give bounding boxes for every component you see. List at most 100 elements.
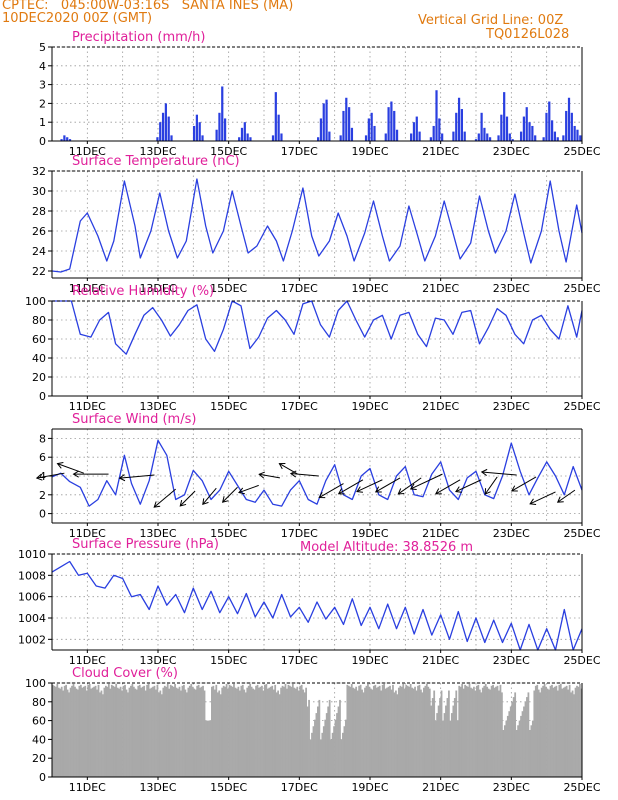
cloud-cover-bar bbox=[537, 689, 540, 777]
precip-bar bbox=[412, 122, 416, 141]
y-tick-label: 20 bbox=[32, 371, 46, 384]
cloud-cover-bar bbox=[448, 690, 450, 777]
cloud-cover-bar bbox=[255, 685, 257, 777]
cloud-cover-bar bbox=[177, 688, 179, 777]
precip-bar bbox=[432, 125, 435, 141]
cloud-cover-bar bbox=[244, 692, 247, 777]
x-tick-label: 13DEC bbox=[139, 145, 176, 158]
x-tick-label: 15DEC bbox=[210, 781, 247, 794]
x-tick-label: 23DEC bbox=[493, 282, 530, 295]
wind-arrowhead bbox=[56, 461, 64, 469]
cloud-cover-bar bbox=[205, 720, 207, 777]
x-tick-label: 17DEC bbox=[281, 145, 318, 158]
cloud-cover-bar bbox=[305, 687, 307, 777]
precip-bar bbox=[387, 107, 390, 141]
precip-bar bbox=[170, 135, 173, 141]
cloud-cover-bar bbox=[344, 719, 347, 777]
cloud-cover-bar bbox=[271, 685, 274, 777]
wind-vector bbox=[435, 479, 461, 495]
cloud-cover-bar bbox=[127, 692, 129, 777]
cloud-cover-bar bbox=[436, 713, 439, 777]
cloud-cover-bar bbox=[152, 686, 154, 777]
cloud-cover-bar bbox=[150, 687, 153, 777]
cloud-cover-bar bbox=[52, 684, 54, 777]
cloud-cover-bar bbox=[530, 725, 533, 777]
y-tick-label: 60 bbox=[32, 715, 46, 728]
precip-bar bbox=[201, 135, 204, 141]
cloud-cover-bar bbox=[224, 686, 227, 777]
cloud-cover-bar bbox=[455, 690, 458, 777]
x-tick-label: 11DEC bbox=[69, 654, 106, 667]
cloud-cover-bar bbox=[266, 688, 269, 777]
cloud-cover-bar bbox=[470, 687, 472, 777]
cloud-cover-bar bbox=[515, 730, 518, 777]
cloud-cover-bar bbox=[140, 687, 143, 777]
x-tick-label: 11DEC bbox=[69, 400, 106, 413]
cloud-cover-bar bbox=[188, 685, 191, 777]
series-line bbox=[51, 178, 583, 273]
cloud-cover-bar bbox=[512, 697, 515, 777]
cloud-cover-bar bbox=[439, 698, 441, 777]
wind-vector bbox=[398, 477, 422, 495]
cloud-cover-bar bbox=[122, 685, 125, 777]
precip-bar bbox=[198, 122, 201, 141]
cloud-cover-bar bbox=[143, 685, 146, 777]
precip-bar bbox=[195, 114, 198, 141]
cloud-cover-bar bbox=[246, 687, 249, 777]
precip-bar bbox=[339, 135, 342, 141]
precip-bar bbox=[455, 112, 458, 141]
precip-bar bbox=[435, 90, 438, 141]
panel-title: Surface Temperature (nC) bbox=[72, 154, 240, 169]
cloud-cover-bar bbox=[499, 684, 502, 777]
cloud-cover-bar bbox=[68, 692, 70, 777]
cloud-cover-bar bbox=[300, 684, 303, 777]
precip-bar bbox=[548, 101, 551, 141]
cloud-cover-bar bbox=[389, 685, 391, 777]
wind-arrowhead bbox=[118, 474, 126, 482]
cloud-cover-bar bbox=[390, 689, 393, 777]
y-tick-label: 4 bbox=[39, 60, 46, 73]
cloud-cover-bar bbox=[197, 684, 200, 777]
cloud-cover-bar bbox=[495, 686, 497, 777]
cloud-cover-bar bbox=[565, 685, 568, 777]
cloud-cover-bar bbox=[465, 685, 468, 777]
cloud-cover-bar bbox=[340, 739, 343, 777]
x-tick-label: 19DEC bbox=[351, 145, 388, 158]
cloud-cover-bar bbox=[484, 683, 487, 777]
cloud-cover-bar bbox=[243, 689, 246, 777]
precip-bar bbox=[497, 135, 500, 141]
x-tick-label: 25DEC bbox=[563, 400, 600, 413]
wind-arrowhead bbox=[238, 487, 245, 495]
x-tick-label: 23DEC bbox=[493, 400, 530, 413]
cloud-cover-bar bbox=[228, 684, 231, 777]
cloud-cover-bar bbox=[185, 692, 188, 777]
y-tick-label: 26 bbox=[32, 225, 46, 238]
y-tick-label: 20 bbox=[32, 752, 46, 765]
precip-bar bbox=[63, 135, 66, 141]
cloud-cover-bar bbox=[119, 686, 122, 777]
cloud-cover-bar bbox=[350, 683, 353, 777]
cloud-cover-bar bbox=[531, 720, 534, 777]
cloud-cover-bar bbox=[184, 689, 187, 777]
cloud-cover-bar bbox=[462, 688, 465, 777]
cloud-cover-bar bbox=[66, 689, 69, 777]
cloud-cover-bar bbox=[209, 720, 212, 777]
cloud-cover-bar bbox=[574, 687, 577, 777]
cloud-cover-bar bbox=[459, 686, 462, 777]
precip-bar bbox=[325, 99, 328, 141]
cloud-cover-bar bbox=[196, 685, 199, 777]
precip-bar bbox=[505, 116, 509, 141]
cloud-cover-bar bbox=[487, 688, 490, 777]
cloud-cover-bar bbox=[477, 684, 480, 777]
wind-vector bbox=[338, 479, 364, 495]
cloud-cover-bar bbox=[236, 688, 238, 777]
x-tick-label: 17DEC bbox=[281, 527, 318, 540]
cloud-cover-bar bbox=[178, 686, 181, 777]
cloud-cover-bar bbox=[247, 685, 250, 777]
cloud-cover-bar bbox=[421, 692, 424, 777]
cloud-cover-bar bbox=[393, 692, 396, 777]
cloud-cover-bar bbox=[240, 685, 243, 777]
cloud-cover-bar bbox=[397, 687, 400, 777]
cloud-cover-bar bbox=[264, 684, 266, 777]
